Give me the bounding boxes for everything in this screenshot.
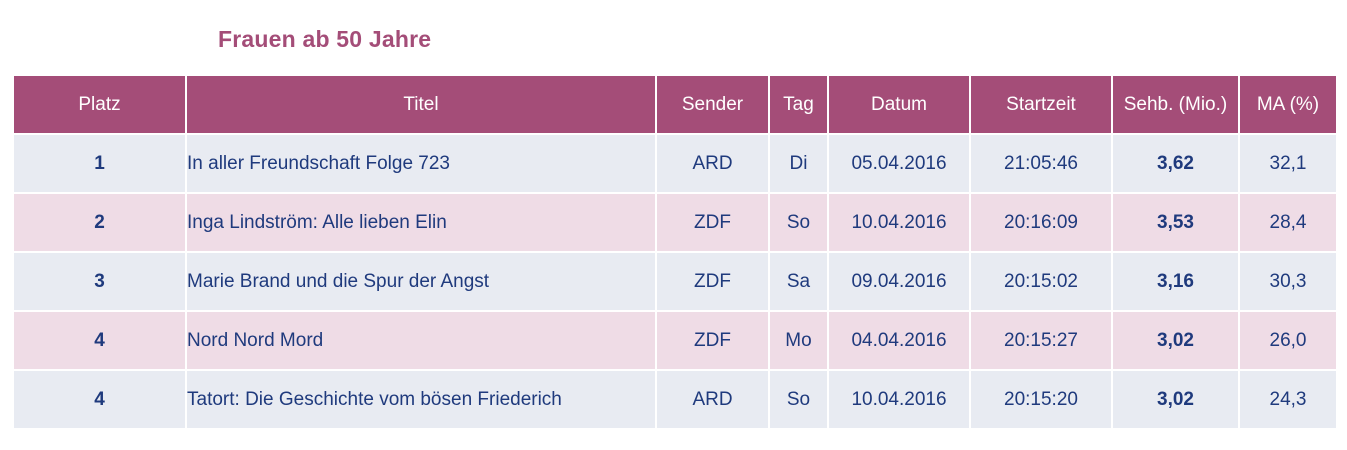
cell-sender: ARD <box>655 369 770 430</box>
cell-platz: 4 <box>12 369 187 430</box>
table-body: 1 In aller Freundschaft Folge 723 ARD Di… <box>12 133 1338 430</box>
cell-sender: ZDF <box>655 251 770 312</box>
header-row: Platz Titel Sender Tag Datum Startzeit S… <box>12 74 1338 135</box>
cell-tag: Sa <box>768 251 829 312</box>
cell-sehb: 3,53 <box>1111 192 1240 253</box>
cell-startzeit: 20:16:09 <box>969 192 1113 253</box>
cell-titel: Nord Nord Mord <box>185 310 657 371</box>
cell-datum: 04.04.2016 <box>827 310 971 371</box>
cell-datum: 10.04.2016 <box>827 369 971 430</box>
cell-startzeit: 20:15:02 <box>969 251 1113 312</box>
cell-platz: 4 <box>12 310 187 371</box>
cell-sehb: 3,02 <box>1111 310 1240 371</box>
header-ma: MA (%) <box>1238 74 1338 135</box>
header-titel: Titel <box>185 74 657 135</box>
header-sender: Sender <box>655 74 770 135</box>
cell-datum: 10.04.2016 <box>827 192 971 253</box>
cell-titel: In aller Freundschaft Folge 723 <box>185 133 657 194</box>
header-datum: Datum <box>827 74 971 135</box>
cell-datum: 05.04.2016 <box>827 133 971 194</box>
cell-platz: 1 <box>12 133 187 194</box>
cell-sender: ZDF <box>655 192 770 253</box>
cell-titel: Inga Lindström: Alle lieben Elin <box>185 192 657 253</box>
cell-sehb: 3,16 <box>1111 251 1240 312</box>
cell-titel: Marie Brand und die Spur der Angst <box>185 251 657 312</box>
page-title: Frauen ab 50 Jahre <box>218 26 432 52</box>
cell-ma: 24,3 <box>1238 369 1338 430</box>
header-platz: Platz <box>12 74 187 135</box>
cell-platz: 2 <box>12 192 187 253</box>
header-startzeit: Startzeit <box>969 74 1113 135</box>
cell-tag: Mo <box>768 310 829 371</box>
table-row: 1 In aller Freundschaft Folge 723 ARD Di… <box>12 133 1338 194</box>
table-row: 4 Tatort: Die Geschichte vom bösen Fried… <box>12 369 1338 430</box>
cell-ma: 28,4 <box>1238 192 1338 253</box>
cell-datum: 09.04.2016 <box>827 251 971 312</box>
ranking-table: Platz Titel Sender Tag Datum Startzeit S… <box>12 74 1338 430</box>
cell-sender: ZDF <box>655 310 770 371</box>
cell-ma: 30,3 <box>1238 251 1338 312</box>
cell-sender: ARD <box>655 133 770 194</box>
cell-sehb: 3,62 <box>1111 133 1240 194</box>
cell-sehb: 3,02 <box>1111 369 1240 430</box>
table-row: 2 Inga Lindström: Alle lieben Elin ZDF S… <box>12 192 1338 253</box>
cell-startzeit: 20:15:27 <box>969 310 1113 371</box>
cell-ma: 26,0 <box>1238 310 1338 371</box>
cell-tag: So <box>768 369 829 430</box>
header-sehb: Sehb. (Mio.) <box>1111 74 1240 135</box>
cell-ma: 32,1 <box>1238 133 1338 194</box>
header-tag: Tag <box>768 74 829 135</box>
cell-tag: Di <box>768 133 829 194</box>
cell-startzeit: 21:05:46 <box>969 133 1113 194</box>
cell-titel: Tatort: Die Geschichte vom bösen Frieder… <box>185 369 657 430</box>
table-row: 4 Nord Nord Mord ZDF Mo 04.04.2016 20:15… <box>12 310 1338 371</box>
cell-platz: 3 <box>12 251 187 312</box>
cell-startzeit: 20:15:20 <box>969 369 1113 430</box>
table-row: 3 Marie Brand und die Spur der Angst ZDF… <box>12 251 1338 312</box>
cell-tag: So <box>768 192 829 253</box>
table-header: Platz Titel Sender Tag Datum Startzeit S… <box>12 74 1338 135</box>
